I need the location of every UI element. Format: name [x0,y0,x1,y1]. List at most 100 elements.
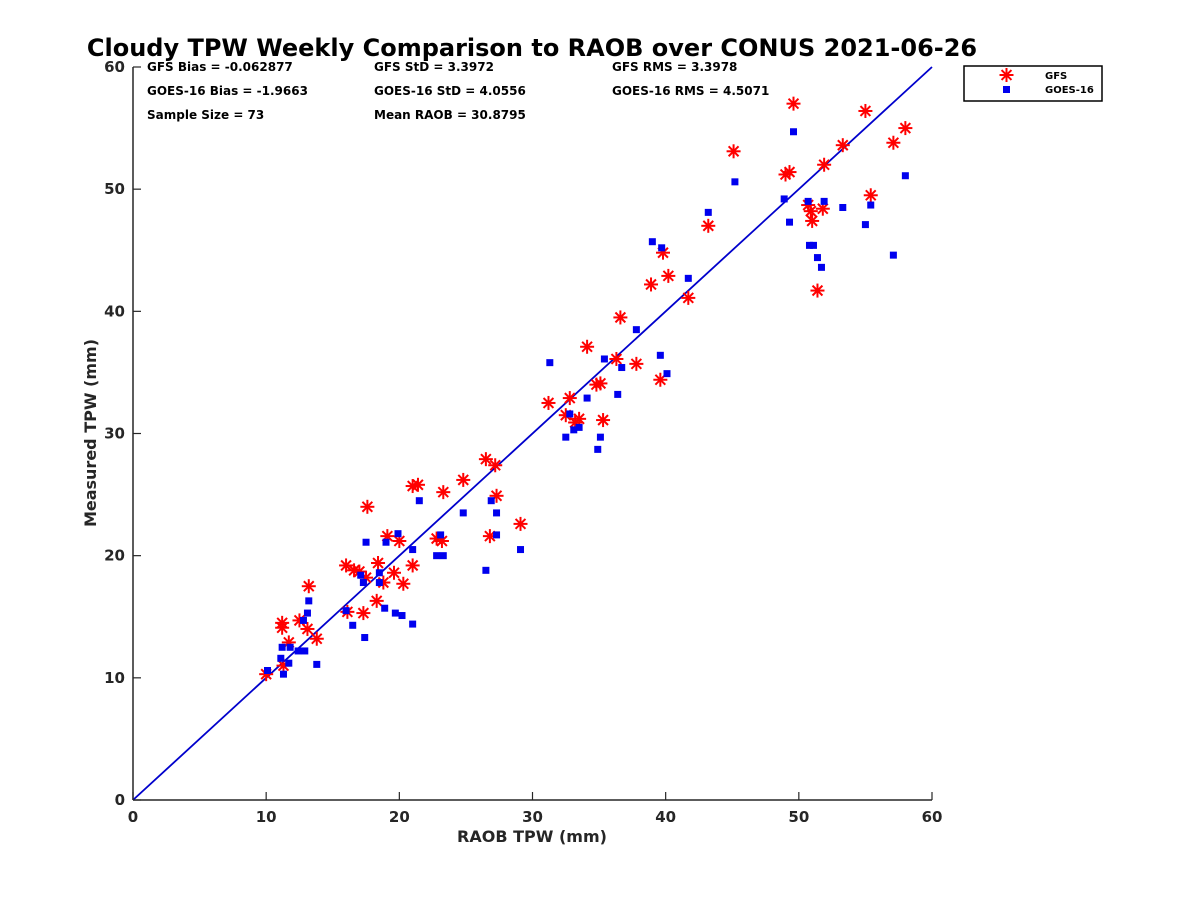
goes-16-point [809,241,817,249]
goes-16-point [889,251,897,259]
gfs-point [596,413,611,428]
gfs-point [726,144,741,159]
goes-16-point [286,643,294,651]
stat-gfs-std: GFS StD = 3.3972 [374,60,494,74]
gfs-point [309,631,324,646]
gfs-point [613,310,628,325]
gfs-point [301,579,316,594]
x-tick-label: 20 [389,808,410,826]
chart-title: Cloudy TPW Weekly Comparison to RAOB ove… [87,34,977,62]
goes-16-point [517,546,525,554]
gfs-point [436,485,451,500]
gfs-point [858,103,873,118]
goes-16-point [839,203,847,211]
goes-16-point [285,659,293,667]
goes-16-point [362,538,370,546]
x-tick-label: 30 [522,808,543,826]
goes-16-point [583,394,591,402]
goes-16-series [263,128,909,678]
goes-16-point [381,604,389,612]
gfs-point [817,157,832,172]
goes-16-point [813,254,821,262]
goes-16-point [804,197,812,205]
legend: GFS GOES-16 [963,65,1103,102]
goes-16-point [663,370,671,378]
goes-16-point [294,647,302,655]
y-tick-label: 20 [104,547,125,565]
goes-16-point [780,195,788,203]
gfs-point [644,277,659,292]
goes-16-point [279,670,287,678]
gfs-point [898,121,913,136]
goes-16-point [546,359,554,367]
x-tick-label: 60 [922,808,943,826]
gfs-point [456,472,471,487]
goes-16-point [861,221,869,229]
x-tick-label: 50 [788,808,809,826]
y-tick-label: 0 [115,791,125,809]
stat-goes-bias: GOES-16 Bias = -1.9663 [147,84,308,98]
legend-gfs-asterisk [999,68,1014,82]
goes-16-point [901,172,909,180]
stats-block: GFS Bias = -0.062877 GOES-16 Bias = -1.9… [147,60,769,122]
x-axis-label: RAOB TPW (mm) [457,827,607,846]
goes-16-point [596,433,604,441]
goes-16-point [570,426,578,434]
gfs-point [275,620,290,635]
goes-16-point [439,552,447,560]
goes-16-point [487,497,495,505]
goes-16-point [684,274,692,282]
gfs-point [488,458,503,473]
gfs-point [681,290,696,305]
goes-16-point [704,208,712,216]
one-to-one-line-path [132,66,933,801]
gfs-point [513,516,528,531]
gfs-point [369,593,384,608]
gfs-point [562,391,577,406]
goes-16-point [277,654,285,662]
y-tick-label: 40 [104,302,125,320]
x-tick-label: 40 [655,808,676,826]
goes-16-point [313,660,321,668]
goes-16-point [278,643,286,651]
legend-box [963,65,1103,102]
x-tick-label: 10 [256,808,277,826]
gfs-point [478,452,493,467]
gfs-point [593,376,608,391]
y-tick-label: 50 [104,180,125,198]
gfs-series [259,96,913,682]
goes-16-point [656,351,664,359]
goes-16-point [658,244,666,252]
gfs-point [300,621,315,636]
stat-mean-raob: Mean RAOB = 30.8795 [374,108,526,122]
goes-16-point [394,530,402,538]
goes-16-point [817,263,825,271]
gfs-point [541,395,556,410]
goes-16-point [820,197,828,205]
gfs-point [387,565,402,580]
gfs-point [653,372,668,387]
goes-16-point [575,423,583,431]
gfs-point [629,356,644,371]
goes-16-point [459,509,467,517]
goes-16-point [415,497,423,505]
goes-16-point [493,509,501,517]
goes-16-point [786,218,794,226]
legend-goes-16-label: GOES-16 [1045,85,1094,96]
goes-16-point [614,390,622,398]
gfs-point [661,268,676,283]
gfs-point [886,135,901,150]
goes-16-point [349,621,357,629]
gfs-point [835,138,850,153]
goes-16-point [632,326,640,334]
gfs-point [434,534,449,549]
goes-16-point [382,538,390,546]
goes-16-point [342,607,350,615]
goes-16-point [359,579,367,587]
goes-16-point [493,531,501,539]
stat-goes-std: GOES-16 StD = 4.0556 [374,84,526,98]
legend-goes-16-marker [1003,86,1010,93]
gfs-point [356,606,371,621]
gfs-point [863,188,878,203]
goes-16-point [299,616,307,624]
